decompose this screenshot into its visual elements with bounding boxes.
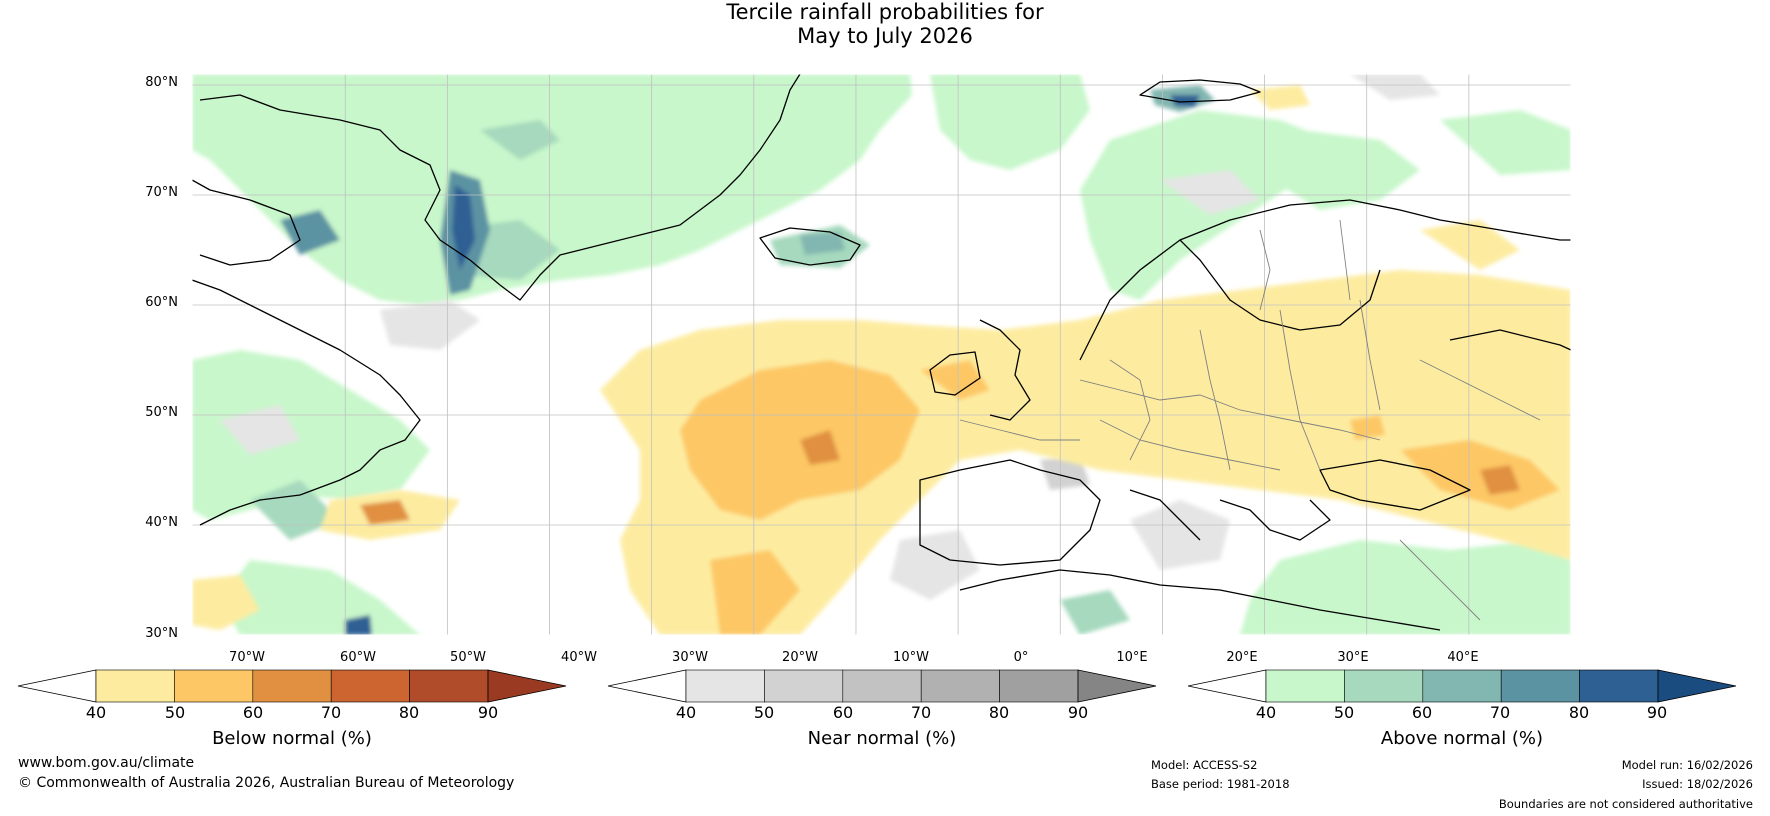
cb-above-tick-90: 90 — [1646, 703, 1668, 722]
graticule — [192, 74, 1571, 635]
map-title: Tercile rainfall probabilities for May t… — [0, 0, 1770, 48]
colorbar-below-swatch — [174, 669, 254, 703]
colorbar-near-low-extend — [607, 669, 687, 703]
cb-near-tick-60: 60 — [832, 703, 854, 722]
lon-label-20e: 20°E — [1226, 650, 1258, 665]
colorbar-near-swatch — [764, 669, 844, 703]
colorbar-above — [1187, 669, 1737, 703]
colorbar-near-high-extend — [1077, 669, 1157, 703]
colorbar-near-swatch — [842, 669, 922, 703]
colorbar-near-swatch — [999, 669, 1079, 703]
cb-above-title: Above normal (%) — [1380, 728, 1544, 749]
cb-above-tick-70: 70 — [1489, 703, 1511, 722]
cb-above-tick-50: 50 — [1333, 703, 1355, 722]
lon-label-60w: 60°W — [340, 650, 376, 665]
colorbar-below-swatch — [330, 669, 410, 703]
colorbar-below-high-extend — [487, 669, 567, 703]
lon-label-10w: 10°W — [893, 650, 929, 665]
cb-below-tick-40: 40 — [85, 703, 107, 722]
cb-above-tick-60: 60 — [1411, 703, 1433, 722]
lon-label-30e: 30°E — [1337, 650, 1369, 665]
map-panel — [192, 74, 1571, 635]
colorbar-above-swatch — [1344, 669, 1424, 703]
colorbar-near-swatch — [685, 669, 765, 703]
coastlines — [192, 74, 1571, 631]
cb-above-tick-80: 80 — [1568, 703, 1590, 722]
lat-label-70: 70°N — [145, 185, 178, 200]
colorbar-below — [17, 669, 567, 703]
lon-label-50w: 50°W — [450, 650, 486, 665]
colorbar-above-swatch — [1500, 669, 1580, 703]
lat-label-40: 40°N — [145, 515, 178, 530]
lon-label-40e: 40°E — [1447, 650, 1479, 665]
lon-label-0: 0° — [1013, 650, 1029, 665]
lon-label-20w: 20°W — [782, 650, 818, 665]
cb-below-title: Below normal (%) — [212, 728, 372, 749]
cb-near-title: Near normal (%) — [807, 728, 957, 749]
lon-label-70w: 70°W — [229, 650, 265, 665]
cb-near-tick-50: 50 — [753, 703, 775, 722]
cb-near-tick-90: 90 — [1067, 703, 1089, 722]
cb-near-tick-70: 70 — [910, 703, 932, 722]
lat-label-80: 80°N — [145, 75, 178, 90]
below-normal-regions — [192, 85, 1571, 635]
colorbar-below-swatch — [95, 669, 175, 703]
colorbar-above-swatch — [1422, 669, 1502, 703]
cb-below-tick-70: 70 — [320, 703, 342, 722]
base-period-text: Base period: 1981-2018 — [1151, 777, 1290, 791]
cb-above-tick-40: 40 — [1255, 703, 1277, 722]
colorbar-above-low-extend — [1187, 669, 1267, 703]
cb-below-tick-90: 90 — [477, 703, 499, 722]
colorbar-below-swatch — [409, 669, 489, 703]
disclaimer-text: Boundaries are not considered authoritat… — [1498, 797, 1753, 811]
title-line-1: Tercile rainfall probabilities for — [726, 0, 1044, 24]
lon-label-40w: 40°W — [561, 650, 597, 665]
cb-below-tick-50: 50 — [164, 703, 186, 722]
colorbar-above-swatch — [1265, 669, 1345, 703]
cb-below-tick-60: 60 — [242, 703, 264, 722]
colorbar-near — [607, 669, 1157, 703]
model-text: Model: ACCESS-S2 — [1151, 758, 1258, 772]
copyright-text: © Commonwealth of Australia 2026, Austra… — [18, 775, 515, 791]
colorbars — [17, 669, 1737, 703]
cb-near-tick-40: 40 — [675, 703, 697, 722]
colorbar-above-high-extend — [1657, 669, 1737, 703]
model-run-text: Model run: 16/02/2026 — [1621, 758, 1753, 772]
colorbar-below-swatch — [252, 669, 332, 703]
title-line-2: May to July 2026 — [797, 24, 973, 48]
website-link[interactable]: www.bom.gov.au/climate — [18, 755, 195, 771]
cb-below-tick-80: 80 — [398, 703, 420, 722]
lat-label-60: 60°N — [145, 295, 178, 310]
lon-label-10e: 10°E — [1116, 650, 1148, 665]
lon-label-30w: 30°W — [672, 650, 708, 665]
above-normal-regions — [192, 74, 1571, 635]
colorbar-above-swatch — [1579, 669, 1659, 703]
colorbar-near-swatch — [920, 669, 1000, 703]
lat-label-30: 30°N — [145, 626, 178, 641]
country-borders — [959, 219, 1541, 621]
cb-near-tick-80: 80 — [988, 703, 1010, 722]
colorbar-below-low-extend — [17, 669, 97, 703]
issued-text: Issued: 18/02/2026 — [1642, 777, 1753, 791]
lat-label-50: 50°N — [145, 405, 178, 420]
